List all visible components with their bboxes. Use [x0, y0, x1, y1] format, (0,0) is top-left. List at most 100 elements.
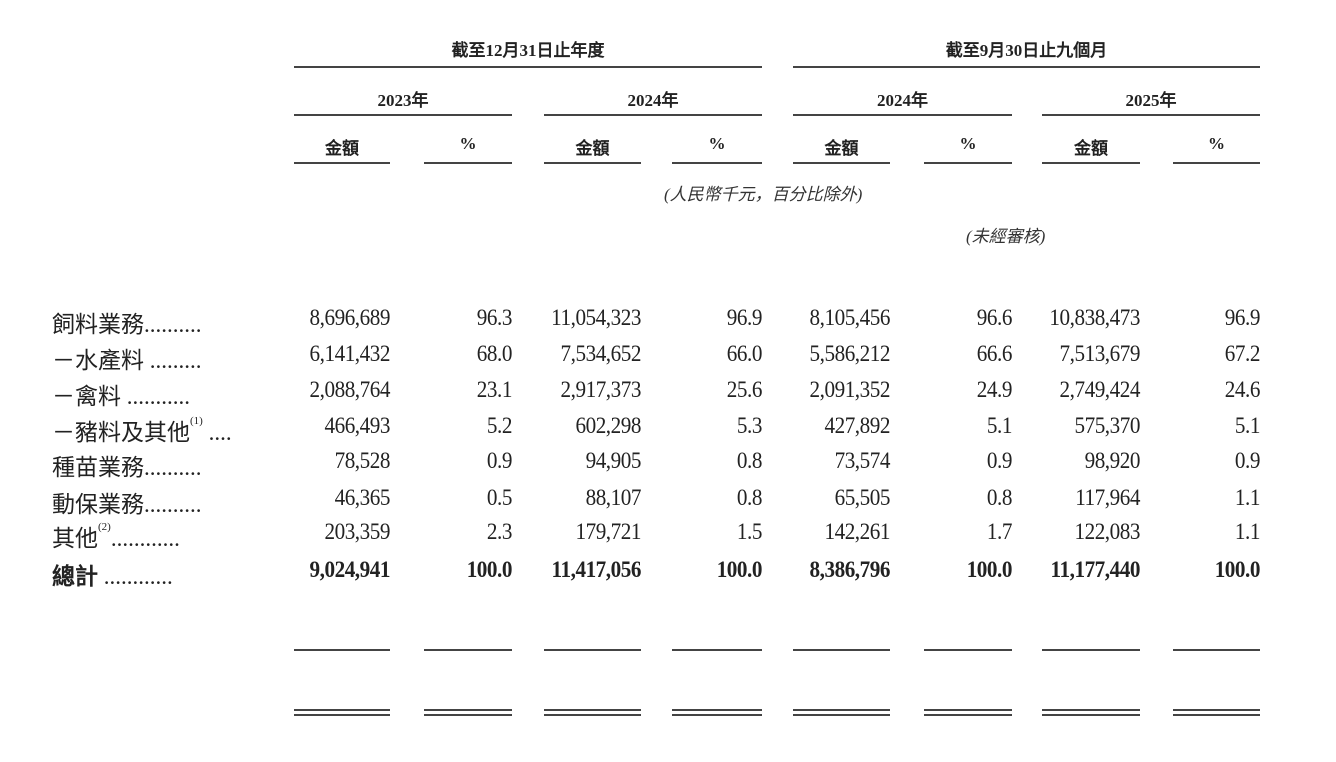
percent-cell: 2.3 [486, 519, 513, 544]
amount-cell: 142,261 [824, 519, 890, 544]
percent-cell: 0.9 [486, 448, 513, 473]
percent-cell: 0.9 [986, 448, 1013, 473]
footnote-marker: (1) [190, 415, 203, 427]
amount-cell: 94,905 [585, 448, 642, 473]
amount-column-header: 金額 [824, 139, 859, 158]
amount-column-header: 金額 [575, 139, 610, 158]
percent-cell: 0.8 [736, 485, 763, 510]
amount-cell: 6,141,432 [309, 341, 391, 366]
percent-cell: 0.8 [736, 448, 763, 473]
header-rule [294, 66, 762, 68]
percent-cell: 0.8 [986, 485, 1013, 510]
year-rule [294, 114, 512, 116]
header-rule [793, 66, 1260, 68]
percent-cell: 1.1 [1234, 519, 1261, 544]
year-rule [1042, 114, 1260, 116]
percent-cell: 5.2 [486, 413, 513, 438]
percent-cell: 0.9 [1234, 448, 1261, 473]
amount-cell: 427,892 [824, 413, 890, 438]
percent-cell: 23.1 [476, 377, 513, 402]
row-label-text: －禽料 [52, 384, 121, 409]
year-header: 2023年 [377, 91, 429, 110]
percent-column-header: % [959, 134, 977, 153]
amount-cell: 11,417,056 [551, 557, 642, 582]
percent-column-header: % [708, 134, 726, 153]
amount-cell: 98,920 [1084, 448, 1141, 473]
percent-cell: 1.5 [736, 519, 763, 544]
percent-cell: 24.6 [1224, 377, 1261, 402]
amount-cell: 11,177,440 [1050, 557, 1141, 582]
row-label: 種苗業務.......... [52, 448, 262, 482]
year-rule [793, 114, 1012, 116]
year-header: 2024年 [627, 91, 679, 110]
subtotal-rule [672, 649, 762, 651]
amount-cell: 602,298 [575, 413, 641, 438]
percent-cell: 66.0 [726, 341, 763, 366]
subtotal-rule [924, 649, 1012, 651]
amount-cell: 2,917,373 [560, 377, 642, 402]
leader-dots: ............ [110, 526, 180, 551]
amount-cell: 117,964 [1075, 485, 1140, 510]
percent-cell: 96.3 [476, 305, 513, 330]
row-label-text: 動保業務 [52, 492, 144, 517]
row-label-text: －豬料及其他 [52, 420, 190, 445]
percent-cell: 5.1 [986, 413, 1013, 438]
percent-cell: 100.0 [466, 557, 513, 582]
row-label: －豬料及其他(1) .... [52, 413, 262, 447]
amount-cell: 65,505 [834, 485, 891, 510]
percent-cell: 5.3 [736, 413, 763, 438]
row-label: －水產料 ......... [52, 341, 262, 375]
amount-cell: 78,528 [334, 448, 391, 473]
leader-dots: ............ [98, 564, 173, 589]
row-label-text: 總計 [52, 564, 98, 589]
percent-cell: 67.2 [1224, 341, 1261, 366]
column-rule [1173, 162, 1260, 164]
amount-cell: 122,083 [1074, 519, 1140, 544]
amount-cell: 8,105,456 [809, 305, 891, 330]
row-label: 總計 ............ [52, 557, 262, 591]
amount-cell: 2,749,424 [1059, 377, 1141, 402]
amount-cell: 8,696,689 [309, 305, 391, 330]
subtotal-rule [544, 649, 641, 651]
amount-column-header: 金額 [325, 139, 359, 158]
amount-cell: 73,574 [834, 448, 891, 473]
column-rule [424, 162, 512, 164]
amount-cell: 203,359 [324, 519, 390, 544]
total-double-rule [294, 709, 390, 716]
total-double-rule [924, 709, 1012, 716]
row-label: 動保業務.......... [52, 485, 262, 519]
total-double-rule [1042, 709, 1140, 716]
subtotal-rule [424, 649, 512, 651]
total-double-rule [424, 709, 512, 716]
column-rule [544, 162, 641, 164]
year-header: 2025年 [1125, 91, 1177, 110]
leader-dots: ........... [121, 384, 190, 409]
amount-cell: 10,838,473 [1049, 305, 1140, 330]
row-label-text: －水產料 [52, 348, 144, 373]
total-double-rule [544, 709, 641, 716]
percent-column-header: % [1208, 134, 1225, 153]
amount-cell: 7,513,679 [1059, 341, 1141, 366]
year-rule [544, 114, 762, 116]
column-rule [924, 162, 1012, 164]
unit-note: (人民幣千元，百分比除外) [664, 185, 863, 204]
unaudited-note: (未經審核) [966, 227, 1046, 246]
amount-cell: 9,024,941 [309, 557, 391, 582]
total-double-rule [1173, 709, 1260, 716]
percent-cell: 100.0 [1214, 557, 1261, 582]
amount-column-header: 金額 [1074, 139, 1108, 158]
leader-dots: ......... [144, 348, 202, 373]
subtotal-rule [1042, 649, 1140, 651]
subtotal-rule [793, 649, 890, 651]
leader-dots: .......... [144, 455, 202, 480]
percent-cell: 24.9 [976, 377, 1013, 402]
period-header-nine-months: 截至9月30日止九個月 [945, 41, 1108, 60]
total-double-rule [793, 709, 890, 716]
amount-cell: 46,365 [334, 485, 391, 510]
percent-cell: 100.0 [966, 557, 1013, 582]
row-label-text: 其他 [52, 526, 98, 551]
leader-dots: .... [202, 420, 232, 445]
amount-cell: 5,586,212 [809, 341, 891, 366]
amount-cell: 88,107 [585, 485, 642, 510]
leader-dots: .......... [144, 492, 202, 517]
